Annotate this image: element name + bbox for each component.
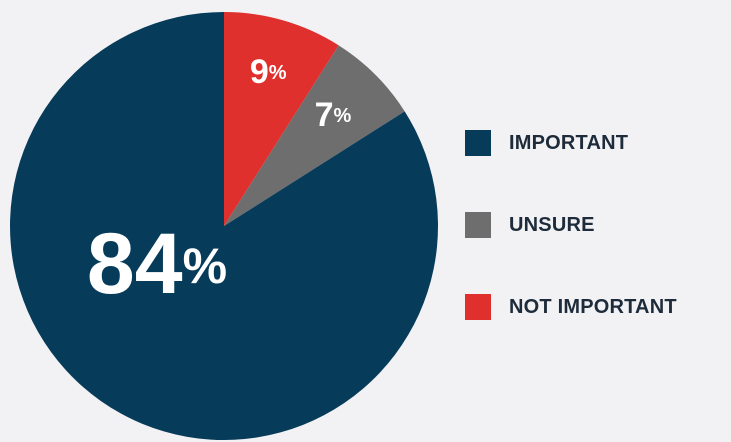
pie-slice-unsure	[224, 45, 405, 226]
legend-item-not-important: NOT IMPORTANT	[465, 290, 677, 324]
chart-legend: IMPORTANT UNSURE NOT IMPORTANT	[465, 126, 677, 324]
legend-item-important: IMPORTANT	[465, 126, 677, 160]
pie-slice-important	[9, 12, 438, 440]
data-label-unsure: 7%	[315, 96, 352, 134]
legend-swatch-unsure	[465, 212, 491, 238]
legend-label-not-important: NOT IMPORTANT	[509, 295, 677, 318]
legend-label-unsure: UNSURE	[509, 213, 595, 236]
data-label-value-not-important: 9	[250, 53, 269, 91]
data-label-unit-unsure: %	[334, 105, 352, 127]
data-label-value-important: 84	[87, 216, 183, 312]
pie-slice-not-important	[224, 12, 339, 226]
legend-item-unsure: UNSURE	[465, 208, 677, 242]
legend-swatch-not-important	[465, 294, 491, 320]
legend-label-important: IMPORTANT	[509, 131, 629, 154]
data-label-not-important: 9%	[250, 53, 287, 91]
data-label-important: 84%	[87, 216, 227, 312]
legend-swatch-important	[465, 130, 491, 156]
data-label-unit-not-important: %	[269, 62, 287, 84]
data-label-value-unsure: 7	[315, 96, 334, 134]
data-label-unit-important: %	[183, 238, 227, 294]
